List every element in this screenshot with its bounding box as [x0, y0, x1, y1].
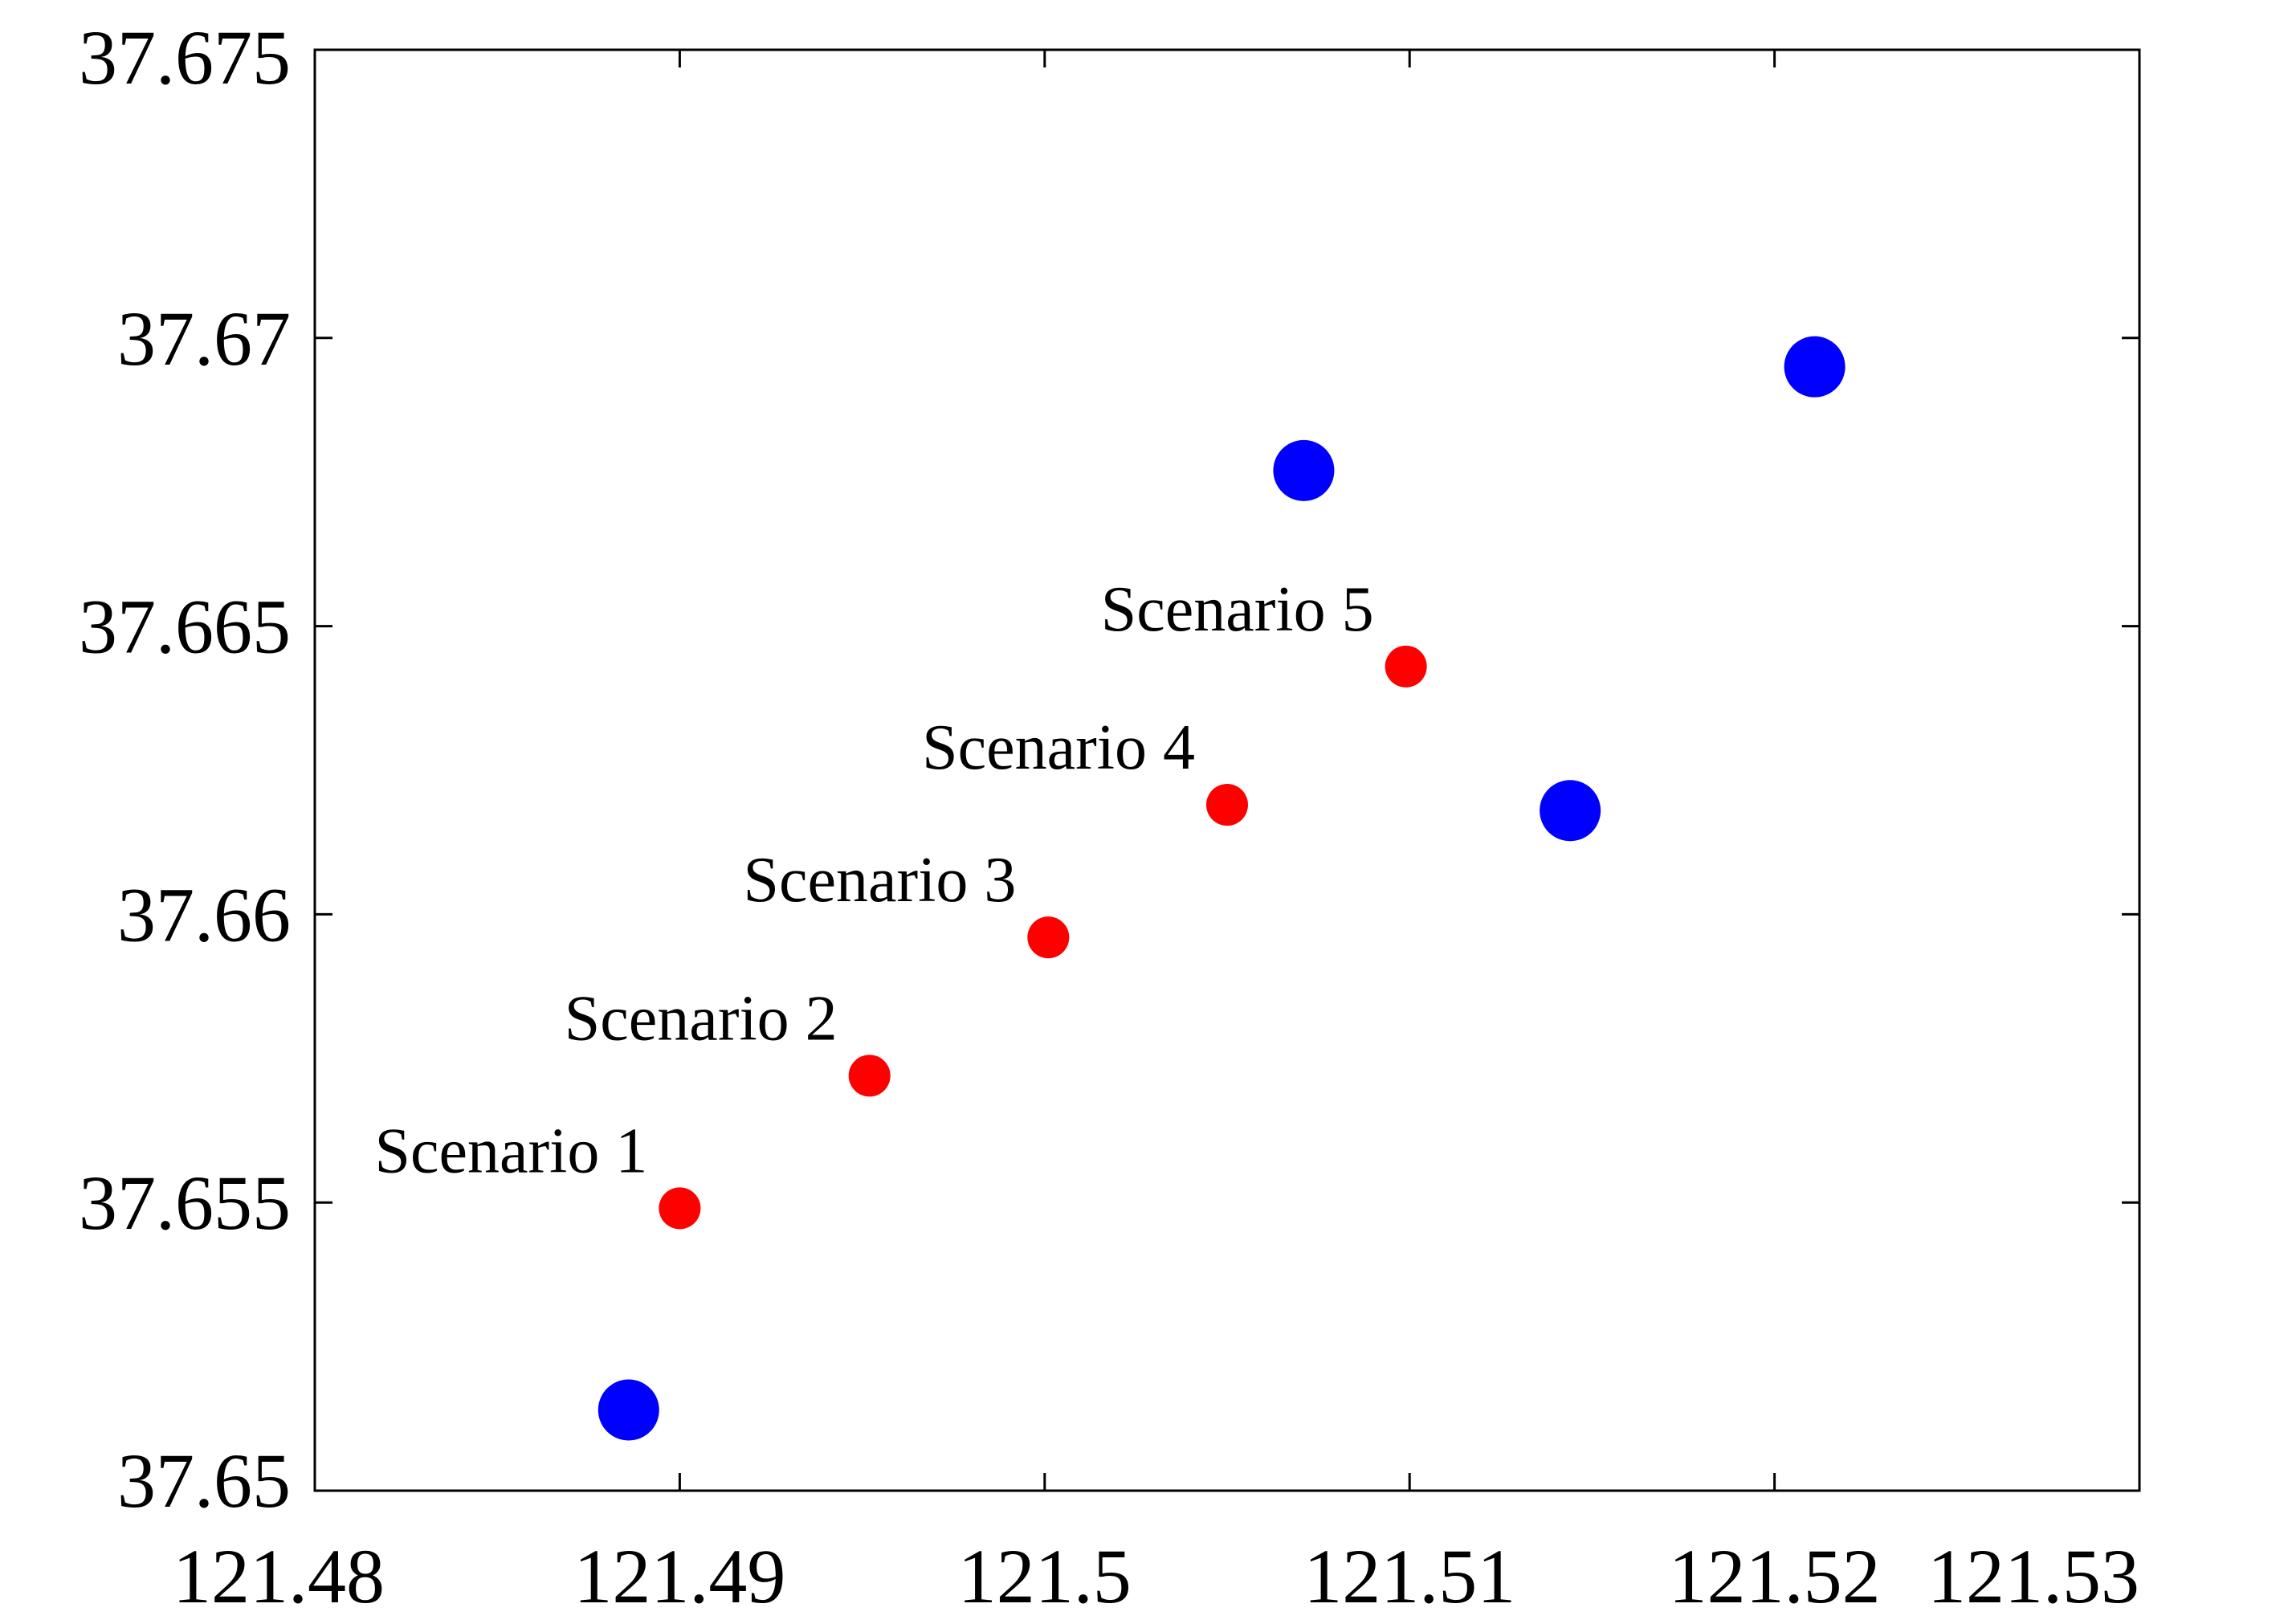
scenario-label: Scenario 4: [922, 712, 1195, 783]
scenario-label: Scenario 5: [1101, 574, 1374, 645]
blue-point: [1784, 336, 1846, 398]
blue-point: [1540, 780, 1601, 842]
x-tick-label: 121.51: [1303, 1533, 1515, 1619]
red-point: [1206, 784, 1248, 826]
y-tick-label: 37.665: [79, 584, 291, 670]
red-point: [1385, 645, 1427, 688]
data-points: [598, 336, 1846, 1441]
y-tick-label: 37.67: [117, 296, 291, 382]
scenario-label: Scenario 2: [565, 983, 838, 1054]
red-point: [1027, 916, 1070, 959]
point-labels: Scenario 1 Scenario 2 Scenario 3 Scenario 4…: [375, 574, 1374, 1187]
x-tick-label: 121.53: [1927, 1533, 2139, 1619]
x-tick-label: 121.5: [958, 1533, 1132, 1619]
y-tick-label: 37.65: [117, 1438, 291, 1524]
scenario-label: Scenario 3: [743, 845, 1016, 916]
blue-point: [1273, 439, 1335, 501]
red-point: [659, 1187, 701, 1230]
y-tick-label: 37.66: [117, 871, 291, 957]
y-tick-label: 37.655: [79, 1160, 291, 1246]
blue-point: [598, 1379, 659, 1441]
red-point: [848, 1055, 891, 1097]
scenario-label: Scenario 1: [375, 1116, 648, 1186]
plot-frame: [313, 48, 2141, 1492]
axis-ticks: [313, 48, 2141, 1492]
x-tick-label: 121.49: [573, 1533, 785, 1619]
x-tick-label: 121.52: [1669, 1533, 1881, 1619]
x-tick-label: 121.48: [173, 1533, 385, 1619]
axis-tick-labels: 121.48 121.49 121.5 121.51 121.52 121.53 37.65…: [79, 14, 2139, 1619]
y-tick-label: 37.675: [79, 14, 291, 100]
